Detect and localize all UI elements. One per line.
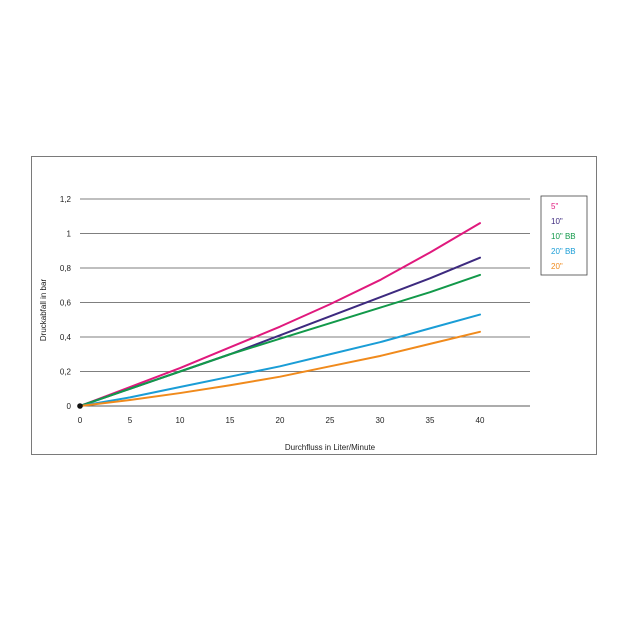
- series-line-4: [79, 330, 481, 407]
- x-tick-label: 25: [326, 416, 335, 425]
- legend: 5" 10" 10" BB 20" BB 20": [551, 202, 576, 271]
- x-tick-label: 5: [128, 416, 133, 425]
- x-tick-labels: 0 5 10 15 20 25 30 35 40: [78, 416, 485, 425]
- y-tick-label: 0: [67, 402, 72, 411]
- x-axis-label: Durchfluss in Liter/Minute: [285, 443, 376, 452]
- origin-point: [77, 403, 83, 409]
- y-tick-label: 0,2: [60, 368, 72, 377]
- x-tick-label: 0: [78, 416, 83, 425]
- series-line-3: [79, 313, 481, 407]
- x-tick-label: 40: [476, 416, 485, 425]
- gridlines: [80, 198, 530, 372]
- x-tick-label: 35: [426, 416, 435, 425]
- series-lines: [79, 222, 481, 407]
- y-tick-label: 1,2: [60, 195, 72, 204]
- legend-entry: 5": [551, 202, 558, 211]
- legend-box: [540, 195, 588, 276]
- legend-entry: 10" BB: [551, 232, 576, 241]
- y-tick-labels: 0 0,2 0,4 0,6 0,8 1 1,2: [60, 195, 72, 411]
- x-tick-label: 30: [376, 416, 385, 425]
- legend-entry: 20" BB: [551, 247, 576, 256]
- chart-frame: [31, 156, 597, 455]
- x-tick-label: 15: [226, 416, 235, 425]
- y-tick-label: 0,6: [60, 299, 72, 308]
- y-tick-label: 0,4: [60, 333, 72, 342]
- y-tick-label: 0,8: [60, 264, 72, 273]
- legend-entry: 10": [551, 217, 563, 226]
- x-tick-label: 20: [276, 416, 285, 425]
- series-line-0: [79, 222, 481, 407]
- y-tick-label: 1: [67, 230, 72, 239]
- y-axis-label: Druckabfall in bar: [39, 279, 48, 342]
- x-tick-label: 10: [176, 416, 185, 425]
- legend-entry: 20": [551, 262, 563, 271]
- series-line-2: [79, 273, 481, 407]
